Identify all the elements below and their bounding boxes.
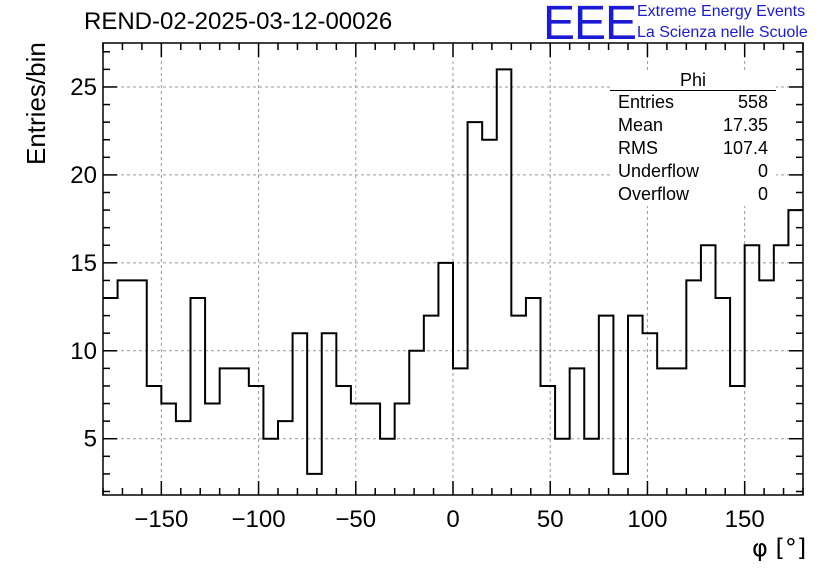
x-tick-label: −50 <box>335 506 376 533</box>
y-axis-label: Entries/bin <box>21 42 51 165</box>
stats-label: RMS <box>618 138 658 158</box>
x-tick-label: −100 <box>232 506 286 533</box>
stats-value: 107.4 <box>722 138 768 158</box>
x-axis-label: φ [°] <box>752 534 807 562</box>
stats-row-underflow: Underflow 0 <box>610 160 776 183</box>
stats-value: 0 <box>757 161 768 181</box>
x-tick-label: 150 <box>725 506 765 533</box>
stats-box: Phi Entries 558 Mean 17.35 RMS 107.4 Und… <box>610 70 776 206</box>
y-tick-label: 5 <box>84 426 97 453</box>
stats-label: Entries <box>618 92 675 112</box>
stats-label: Mean <box>618 115 664 135</box>
axis-tick-labels: −150 −100 −50 0 50 100 150 5 10 15 20 25 <box>70 74 764 533</box>
chart-title: REND-02-2025-03-12-00026 <box>84 8 393 35</box>
x-tick-label: 100 <box>627 506 667 533</box>
logo-line-1: Extreme Energy Events <box>637 3 806 20</box>
axis-ticks <box>102 43 804 495</box>
x-tick-label: −150 <box>134 506 188 533</box>
logo-line-2: La Scienza nelle Scuole <box>637 24 808 41</box>
stats-row-rms: RMS 107.4 <box>610 137 776 160</box>
y-tick-label: 15 <box>70 250 97 277</box>
stats-value: 558 <box>737 92 768 112</box>
y-tick-label: 20 <box>70 162 97 189</box>
y-tick-label: 25 <box>70 74 97 101</box>
stats-label: Underflow <box>618 161 700 181</box>
x-tick-label: 0 <box>446 506 459 533</box>
stats-row-entries: Entries 558 <box>610 91 776 114</box>
stats-value: 0 <box>757 184 768 204</box>
histogram-line <box>103 68 803 475</box>
stats-row-mean: Mean 17.35 <box>610 114 776 137</box>
stats-box-title: Phi <box>610 70 776 91</box>
stats-value: 17.35 <box>722 115 768 135</box>
y-tick-label: 10 <box>70 338 97 365</box>
eee-logo: EEE <box>543 0 637 50</box>
stats-row-overflow: Overflow 0 <box>610 183 776 206</box>
stats-label: Overflow <box>618 184 690 204</box>
x-tick-label: 50 <box>537 506 564 533</box>
